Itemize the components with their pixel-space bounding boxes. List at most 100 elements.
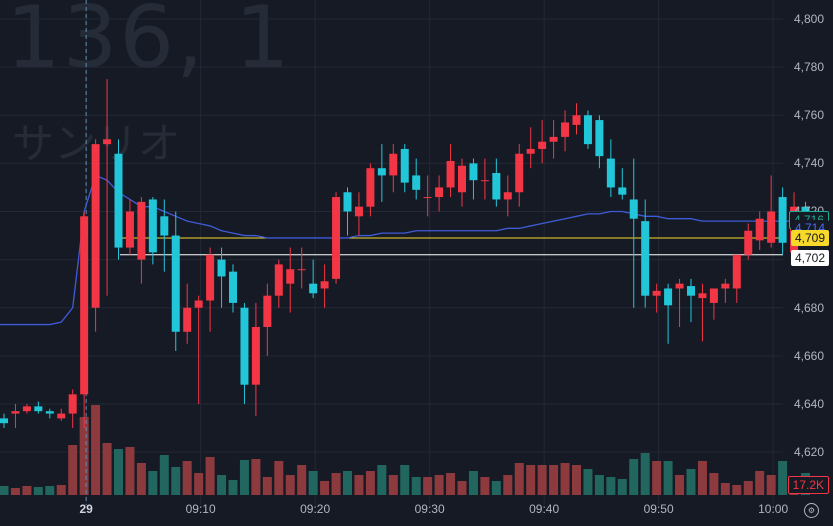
- volume-bar: [766, 475, 776, 495]
- volume-bar: [675, 475, 685, 495]
- watermark-code: 136, 1: [6, 0, 292, 88]
- candle-body: [194, 300, 203, 308]
- candle-body: [80, 216, 89, 395]
- volume-bar: [171, 467, 181, 495]
- volume-bar: [320, 481, 330, 495]
- volume-bar: [68, 445, 78, 495]
- x-tick-label: 09:50: [643, 502, 674, 516]
- candle-body: [492, 173, 501, 200]
- volume-bar: [652, 461, 662, 495]
- candle-body: [549, 136, 558, 142]
- candle-body: [309, 283, 318, 294]
- y-tick-label: 4,660: [793, 348, 824, 363]
- volume-bar: [343, 471, 352, 495]
- volume-bar: [503, 475, 513, 495]
- candle-body: [767, 211, 776, 243]
- volume-bar: [560, 463, 570, 495]
- candle-body: [343, 192, 352, 212]
- candle-body: [274, 264, 283, 296]
- volume-bar: [732, 485, 742, 495]
- volume-bar: [217, 475, 227, 495]
- candle-body: [641, 221, 650, 296]
- candle-body: [515, 153, 524, 193]
- x-tick-label: 09:30: [414, 502, 445, 516]
- volume-bar: [0, 486, 9, 495]
- volume-bar: [239, 460, 249, 495]
- candle-body: [389, 153, 398, 176]
- volume-bar: [423, 477, 433, 495]
- candle-body: [423, 197, 432, 199]
- volume-bar: [251, 459, 261, 495]
- volume-bar: [755, 471, 765, 495]
- volume-bar: [102, 443, 112, 495]
- volume-bar: [411, 477, 421, 495]
- candle-body: [526, 148, 535, 154]
- candle-body: [125, 211, 134, 248]
- x-tick-label: 29: [79, 502, 93, 516]
- yellow-line-price-tag: 4,709: [790, 229, 829, 246]
- volume-bar: [537, 465, 547, 495]
- y-tick-label: 4,780: [793, 60, 824, 75]
- volume-bar: [697, 461, 707, 495]
- candle-body: [629, 199, 638, 219]
- volume-bar: [79, 417, 89, 495]
- volume-bar: [663, 461, 673, 495]
- candle-body: [652, 290, 661, 296]
- candle-body: [732, 254, 741, 289]
- candle-body: [34, 406, 43, 412]
- volume-bar: [388, 475, 398, 495]
- volume-bar: [182, 461, 192, 495]
- candle-body: [572, 115, 581, 125]
- candle-body: [595, 120, 604, 157]
- volume-bar: [480, 477, 490, 495]
- candle-body: [68, 394, 77, 414]
- volume-bar: [434, 475, 444, 495]
- x-tick-label: 09:20: [300, 502, 331, 516]
- x-tick-label: 09:10: [185, 502, 216, 516]
- y-tick-label: 4,620: [793, 445, 824, 460]
- volume-bar: [778, 461, 788, 495]
- candle-body: [297, 269, 306, 271]
- candle-body: [709, 288, 718, 303]
- volume-bar: [136, 463, 146, 495]
- candle-body: [664, 288, 673, 306]
- candle-body: [148, 199, 157, 253]
- volume-bar: [629, 459, 639, 495]
- volume-bar: [617, 479, 627, 495]
- candle-body: [91, 144, 100, 308]
- candle-body: [354, 206, 363, 217]
- candle-body: [286, 269, 295, 284]
- candle-body: [332, 197, 341, 279]
- candle-body: [446, 160, 455, 188]
- candle-body: [721, 283, 730, 289]
- volume-bar: [114, 449, 123, 495]
- volume-bar: [572, 465, 581, 495]
- candle-body: [263, 295, 272, 327]
- volume-bar: [743, 481, 753, 495]
- y-tick-label: 4,740: [793, 156, 824, 171]
- volume-bar: [148, 471, 158, 495]
- volume-bar: [56, 485, 66, 495]
- candle-body: [45, 411, 54, 414]
- volume-bar: [526, 465, 536, 495]
- volume-bar: [468, 471, 478, 495]
- volume-bar: [365, 471, 375, 495]
- candle-body: [698, 293, 707, 299]
- x-tick-label: 10:00: [758, 502, 789, 516]
- volume-bar: [274, 461, 284, 495]
- volume-bar: [354, 475, 364, 495]
- candle-body: [618, 187, 627, 195]
- volume-bar: [10, 488, 20, 495]
- volume-bar: [22, 486, 32, 495]
- volume-bar: [491, 481, 501, 495]
- candle-body: [183, 307, 192, 332]
- settings-icon[interactable]: ⚙: [804, 503, 819, 518]
- candle-body: [229, 271, 237, 303]
- volume-bar: [400, 465, 410, 495]
- candle-body: [687, 286, 695, 296]
- y-tick-label: 4,800: [793, 12, 824, 27]
- candle-body: [171, 235, 180, 332]
- volume-bar: [33, 487, 43, 495]
